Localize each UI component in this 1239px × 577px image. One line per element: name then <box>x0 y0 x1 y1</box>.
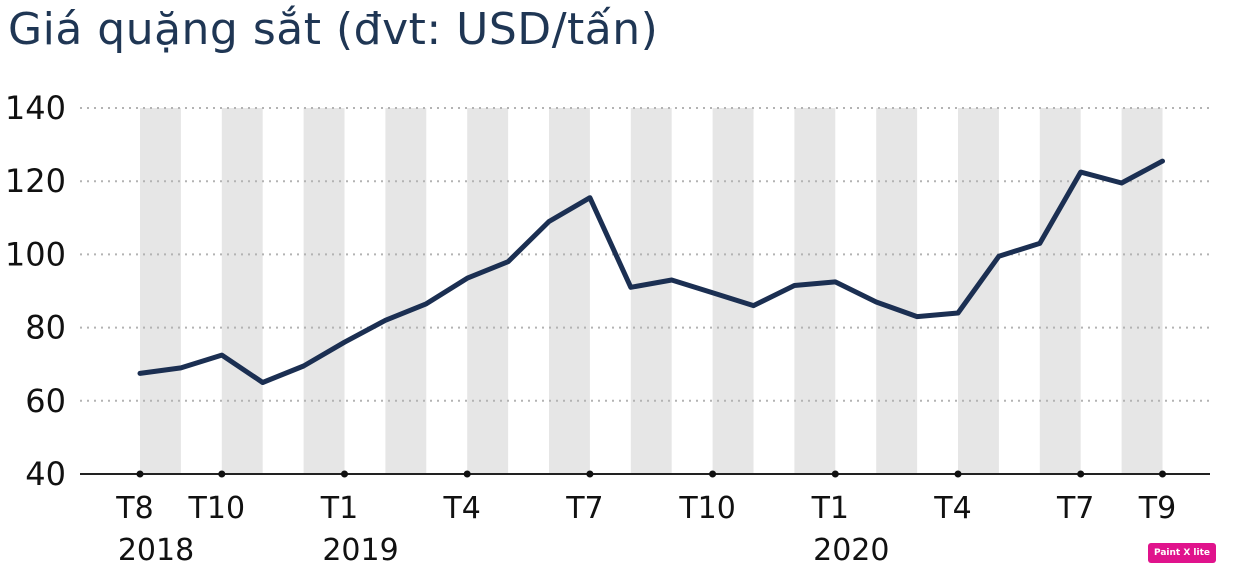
x-tick-marker <box>1159 470 1166 478</box>
x-year-label: 2019 <box>322 533 398 568</box>
x-tick-marker <box>1077 470 1085 478</box>
data-point <box>628 285 633 290</box>
y-tick-label: 100 <box>5 235 66 273</box>
y-tick-label: 120 <box>5 162 66 200</box>
data-point <box>915 314 920 319</box>
data-point <box>587 195 592 200</box>
data-point <box>1160 159 1165 164</box>
month-band <box>712 108 754 474</box>
x-tick-label: T1 <box>811 491 849 526</box>
data-point <box>956 310 961 315</box>
month-band <box>958 108 999 474</box>
month-band <box>303 108 345 474</box>
x-tick-label: T1 <box>320 491 358 526</box>
data-point <box>751 303 756 308</box>
month-band <box>1039 108 1081 474</box>
x-tick-marker <box>954 470 962 478</box>
data-point <box>138 371 143 376</box>
x-tick-marker <box>218 470 226 478</box>
data-point <box>669 278 674 283</box>
data-point <box>833 279 838 284</box>
data-point <box>1119 181 1124 186</box>
data-point <box>874 299 879 304</box>
x-tick-marker <box>463 470 471 478</box>
y-tick-label: 60 <box>25 382 66 420</box>
x-tick-marker <box>341 470 348 478</box>
month-band <box>794 108 836 474</box>
month-band <box>221 108 263 474</box>
data-point <box>342 340 347 345</box>
data-point <box>506 259 511 264</box>
data-point <box>710 290 715 295</box>
x-tick-label: T7 <box>1056 491 1094 526</box>
data-point <box>260 380 265 385</box>
data-point <box>178 365 183 370</box>
data-point <box>219 353 224 358</box>
month-band <box>140 108 181 474</box>
data-point <box>1078 170 1083 175</box>
price-series-line <box>137 158 1165 385</box>
y-tick-label: 80 <box>25 309 66 347</box>
data-point <box>996 254 1001 259</box>
data-point <box>424 301 429 306</box>
x-tick-marker <box>831 470 839 478</box>
data-point <box>1037 241 1042 246</box>
month-band <box>549 108 590 474</box>
month-band <box>630 108 672 474</box>
data-point <box>792 283 797 288</box>
x-tick-label: T10 <box>188 491 246 526</box>
data-point <box>383 318 388 323</box>
y-tick-label: 40 <box>25 455 66 493</box>
paint-x-lite-watermark: Paint X lite <box>1148 543 1217 563</box>
x-tick-label: T4 <box>933 491 971 526</box>
x-tick-label: T8 <box>115 491 153 526</box>
month-band <box>876 108 918 474</box>
month-band <box>385 108 427 474</box>
month-band <box>467 108 509 474</box>
x-tick-label: T4 <box>442 491 480 526</box>
chart-title: Giá quặng sắt (đvt: USD/tấn) <box>8 4 659 55</box>
x-tick-marker <box>709 470 717 478</box>
x-tick-label: T9 <box>1138 491 1176 526</box>
y-tick-label: 140 <box>5 89 66 127</box>
x-year-label: 2020 <box>813 533 889 568</box>
month-band <box>1121 108 1163 474</box>
x-tick-label: T7 <box>565 491 603 526</box>
data-point <box>465 276 470 281</box>
x-tick-marker <box>136 470 144 478</box>
x-year-label: 2018 <box>118 533 194 568</box>
data-point <box>547 219 552 224</box>
data-point <box>301 364 306 369</box>
x-tick-label: T10 <box>678 491 736 526</box>
x-tick-marker <box>586 470 594 478</box>
